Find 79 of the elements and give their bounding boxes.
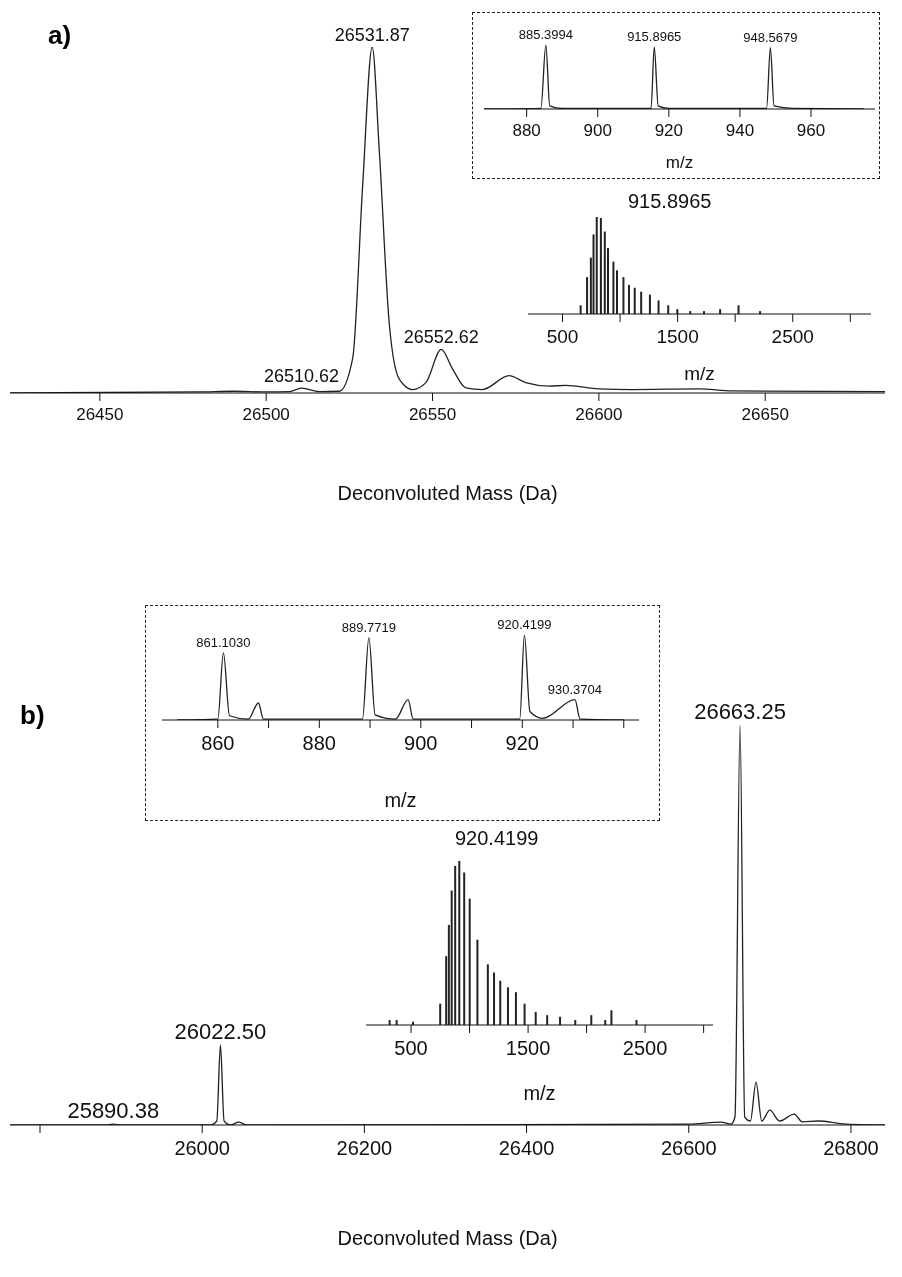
annotation: 920.4199 — [455, 827, 539, 850]
x-tick-label: 960 — [796, 121, 826, 140]
bar — [610, 1010, 613, 1025]
x-tick-label: 26500 — [242, 405, 290, 424]
x-tick-label: 2500 — [771, 326, 814, 347]
annotation: 948.5679 — [743, 29, 798, 45]
bar — [493, 972, 496, 1025]
bar — [534, 1011, 537, 1025]
chart-title: a) — [48, 20, 72, 51]
bar — [648, 294, 651, 314]
bar — [458, 861, 461, 1025]
x-axis-title: Deconvoluted Mass (Da) — [336, 1227, 559, 1250]
x-axis-title: m/z — [522, 1082, 557, 1105]
bar — [590, 1015, 593, 1025]
bar — [476, 939, 479, 1025]
annotation: 26663.25 — [694, 699, 786, 724]
x-axis-title: Deconvoluted Mass (Da) — [336, 482, 559, 505]
bar — [468, 898, 471, 1025]
chart-title: b) — [20, 700, 45, 731]
bar — [439, 1003, 442, 1025]
x-tick-label: 880 — [512, 121, 541, 140]
bar — [463, 872, 466, 1025]
annotation: 26552.62 — [403, 327, 479, 348]
x-axis-title: m/z — [664, 153, 695, 173]
x-tick-label: 900 — [583, 121, 612, 140]
x-tick-label: 880 — [302, 732, 336, 754]
bar — [586, 277, 589, 314]
bar — [612, 261, 615, 314]
x-tick-label: 920 — [505, 732, 539, 754]
x-tick-label: 26650 — [741, 405, 789, 424]
x-axis-title: m/z — [383, 789, 418, 812]
annotation: 930.3704 — [547, 681, 603, 697]
annotation: 915.8965 — [628, 190, 712, 213]
annotation: 885.3994 — [518, 27, 573, 42]
bar — [633, 287, 636, 314]
bar — [627, 284, 630, 314]
bar — [523, 1003, 526, 1025]
x-tick-label: 500 — [546, 326, 579, 347]
x-tick-label: 26800 — [823, 1137, 879, 1159]
x-tick-label: 500 — [394, 1037, 428, 1059]
bar — [499, 980, 502, 1025]
x-tick-label: 940 — [725, 121, 755, 140]
bar — [603, 231, 606, 314]
bar — [486, 964, 489, 1025]
annotation: 920.4199 — [497, 617, 552, 632]
x-tick-label: 860 — [201, 732, 235, 754]
x-tick-label: 1500 — [656, 326, 699, 347]
bar — [737, 305, 740, 314]
bar — [595, 217, 598, 314]
annotation: 26531.87 — [334, 25, 410, 45]
x-tick-label: 26400 — [498, 1137, 555, 1159]
bar — [622, 277, 625, 314]
bar — [546, 1015, 549, 1025]
bar — [640, 291, 643, 314]
annotation: 25890.38 — [67, 1098, 160, 1124]
x-tick-label: 920 — [654, 121, 684, 140]
annotation: 915.8965 — [627, 28, 682, 44]
x-tick-label: 1500 — [505, 1037, 551, 1059]
bar — [579, 305, 582, 314]
x-tick-label: 26600 — [575, 405, 623, 424]
x-tick-label: 26550 — [408, 405, 457, 424]
x-tick-label: 26450 — [76, 405, 124, 424]
annotation: 889.7719 — [341, 619, 397, 635]
x-tick-label: 26600 — [660, 1137, 717, 1159]
x-tick-label: 26200 — [336, 1137, 393, 1159]
x-tick-label: 26000 — [174, 1137, 230, 1159]
x-tick-label: 900 — [404, 732, 438, 754]
bar — [454, 865, 457, 1025]
annotation: 26022.50 — [174, 1019, 267, 1044]
bar — [599, 217, 602, 314]
x-tick-label: 2500 — [622, 1037, 668, 1059]
bar — [615, 270, 618, 314]
bar — [506, 987, 509, 1025]
x-axis-title: m/z — [683, 363, 716, 385]
bar — [514, 992, 517, 1025]
annotation: 26510.62 — [263, 366, 340, 387]
bar — [667, 305, 670, 314]
bar — [657, 300, 660, 314]
annotation: 861.1030 — [196, 634, 251, 650]
